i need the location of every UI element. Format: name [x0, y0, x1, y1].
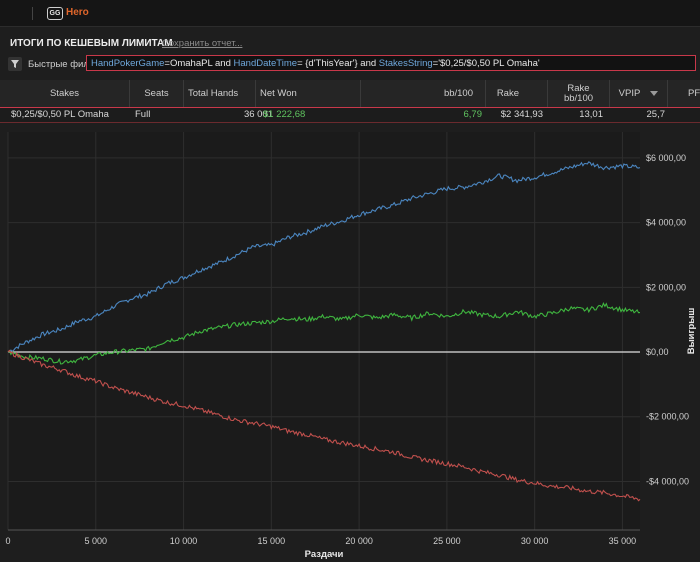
quick-filter-label: Быстрые фильт: [28, 59, 98, 70]
player-name[interactable]: Hero: [66, 7, 89, 18]
y-tick-label: -$4 000,00: [646, 476, 689, 486]
filter-expression-input[interactable]: HandPokerGame=OmahaPL and HandDateTime= …: [86, 55, 696, 71]
x-tick-label: 15 000: [258, 536, 286, 546]
report-title-row: ИТОГИ ПО КЕШЕВЫМ ЛИМИТАМ Сохранить отчет…: [0, 34, 700, 52]
x-tick-label: 30 000: [521, 536, 549, 546]
save-report-link[interactable]: Сохранить отчет...: [162, 38, 243, 49]
cell-total-hands: 36 001: [243, 109, 273, 120]
column-header-pfr[interactable]: PFR: [688, 87, 700, 99]
column-header-total-hands[interactable]: Total Hands: [184, 80, 256, 107]
y-tick-label: $0,00: [646, 347, 669, 357]
y-tick-label: -$2 000,00: [646, 412, 689, 422]
cell-net-won: $1 222,68: [263, 109, 306, 120]
table-header: Stakes Seats Total Hands Net Won bb/100 …: [0, 80, 700, 108]
winnings-chart[interactable]: 0 5 000 10 000 15 000 20 000 25 000 30 000 35 0…: [0, 128, 700, 562]
quick-filter-row: Быстрые фильт HandPokerGame=OmahaPL and …: [0, 54, 700, 74]
filter-key: HandPokerGame: [91, 58, 165, 69]
column-header-seats[interactable]: Seats: [130, 80, 184, 107]
x-tick-label: 25 000: [433, 536, 461, 546]
separator: [32, 7, 33, 20]
x-axis-label: Раздачи: [305, 549, 344, 560]
x-tick-label: 5 000: [85, 536, 108, 546]
x-tick-label: 35 000: [609, 536, 637, 546]
cell-rake-bb100: 13,01: [579, 109, 603, 120]
filter-key: StakesString: [378, 58, 433, 69]
table-row[interactable]: $0,25/$0,50 PL Omaha Full 36 001 $1 222,…: [0, 108, 700, 123]
cell-seats: Full: [135, 109, 151, 120]
cell-stakes: $0,25/$0,50 PL Omaha: [11, 109, 109, 120]
x-tick-label: 0: [5, 536, 10, 546]
column-header-rake[interactable]: Rake: [486, 80, 548, 107]
vpip-label: VPIP: [618, 87, 641, 99]
chevron-down-icon: [650, 90, 659, 96]
cell-vpip: 25,7: [646, 109, 666, 120]
column-header-stakes[interactable]: Stakes: [0, 80, 130, 107]
y-tick-label: $6 000,00: [646, 153, 686, 163]
filter-value: ='$0,25/$0,50 PL Omaha': [432, 58, 540, 69]
y-axis-label: Выигрыш: [686, 308, 697, 355]
plot-area: [8, 132, 640, 530]
column-header-rake-bb100[interactable]: Rake bb/100: [548, 80, 610, 107]
filter-value: =OmahaPL and: [164, 58, 234, 69]
x-tick-label: 10 000: [170, 536, 198, 546]
x-tick-label: 20 000: [345, 536, 373, 546]
funnel-icon[interactable]: [8, 57, 22, 71]
y-tick-label: $2 000,00: [646, 282, 686, 292]
series-line-2: [7, 349, 641, 502]
filter-value: = {d'ThisYear'} and: [297, 58, 379, 69]
column-header-vpip[interactable]: VPIP: [610, 80, 668, 107]
filter-key: HandDateTime: [233, 58, 298, 69]
cell-rake: $2 341,93: [500, 109, 543, 120]
column-header-bb100[interactable]: bb/100: [361, 80, 486, 107]
page-title: ИТОГИ ПО КЕШЕВЫМ ЛИМИТАМ: [10, 38, 173, 49]
series-line-0: [7, 161, 641, 353]
app-logo-icon: GG: [47, 7, 63, 20]
top-bar: GG Hero: [0, 0, 700, 27]
column-header-net-won[interactable]: Net Won: [256, 80, 361, 107]
series-line-1: [7, 302, 641, 365]
logo-text: GG: [49, 10, 61, 17]
cell-bb100: 6,79: [463, 109, 483, 120]
y-tick-label: $4 000,00: [646, 218, 686, 228]
